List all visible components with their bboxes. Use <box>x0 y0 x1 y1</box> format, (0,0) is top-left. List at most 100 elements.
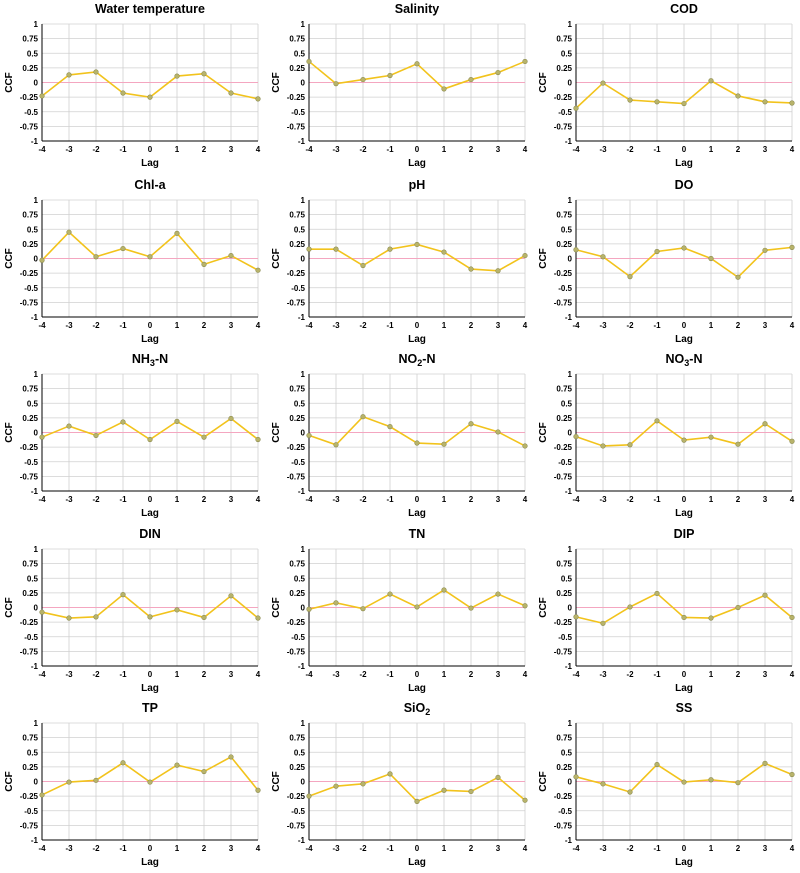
data-point <box>654 590 660 597</box>
data-point <box>93 614 99 620</box>
ccf-chart: NO3-N10.750.50.250-0.25-0.5-0.75-1-4 -3 -2… <box>538 352 795 519</box>
y-tick-label: 0.25 <box>289 414 305 423</box>
x-tick-label: -3 <box>65 844 73 853</box>
y-tick-label: 0.5 <box>294 748 306 757</box>
data-point <box>573 433 579 440</box>
ccf-panel: Water temperature 1 0.75 0.5 0.25 0 -0.25 -0.5 -… <box>0 0 266 174</box>
data-point <box>681 614 687 621</box>
data-point <box>600 620 606 626</box>
y-tick-label: 0 <box>568 604 573 613</box>
y-tick-label: 0.75 <box>22 35 38 44</box>
x-tick-label: 2 <box>469 670 474 679</box>
data-point <box>414 440 420 446</box>
data-point <box>522 443 528 449</box>
y-axis-label: CCF <box>538 248 549 269</box>
ccf-panel: SS 1 0.75 0.5 0.25 0 -0.25 -0.5 -0.75 -1 -4 -3 -2 -1 0… <box>534 699 800 873</box>
x-tick-label: 3 <box>496 670 501 679</box>
x-tick-label: 0 <box>415 145 420 154</box>
data-point <box>39 792 45 798</box>
y-tick-label: 0 <box>568 778 573 787</box>
data-point <box>414 61 420 67</box>
data-point <box>681 779 687 785</box>
chart-title: Salinity <box>395 2 440 16</box>
y-tick-label: -0.5 <box>24 633 38 642</box>
x-tick-label: 4 <box>256 844 261 853</box>
y-tick-label: -1 <box>31 487 39 496</box>
y-tick-label: -0.75 <box>554 298 573 307</box>
y-tick-label: 1 <box>301 20 306 29</box>
y-tick-label: 0.5 <box>561 399 573 408</box>
y-tick-label: 0 <box>34 778 39 787</box>
y-tick-label: -0.5 <box>24 458 38 467</box>
y-tick-label: -1 <box>565 137 573 146</box>
y-axis-label: CCF <box>4 771 15 792</box>
data-point <box>306 432 312 439</box>
y-tick-label: -0.5 <box>24 108 38 117</box>
data-point <box>201 434 207 440</box>
ccf-panel: NH3-N 1 0.75 0.5 0.25 0 -0.25 -0.5 -0.75 -1 -4 -3 -2… <box>0 350 266 524</box>
data-point <box>789 244 795 250</box>
x-tick-label: -1 <box>119 844 127 853</box>
y-tick-label: 0 <box>34 429 39 438</box>
data-point <box>66 615 72 621</box>
x-tick-label: -2 <box>626 495 634 504</box>
y-tick-label: -0.5 <box>558 108 572 117</box>
x-tick-label: -1 <box>386 145 394 154</box>
y-tick-label: -0.5 <box>291 284 305 293</box>
y-tick-label: -0.5 <box>558 458 572 467</box>
y-tick-label: -0.25 <box>287 443 306 452</box>
data-point <box>66 779 72 785</box>
x-tick-label: 0 <box>682 321 687 330</box>
y-axis-label: CCF <box>538 771 549 792</box>
y-tick-label: 0.5 <box>561 225 573 234</box>
y-tick-label: -0.75 <box>554 647 573 656</box>
x-tick-label: -1 <box>119 145 127 154</box>
y-tick-label: -0.5 <box>558 807 572 816</box>
y-axis-label: CCF <box>271 597 282 618</box>
data-point <box>441 587 447 593</box>
data-point <box>681 437 687 443</box>
data-point <box>120 90 126 96</box>
x-tick-label: 2 <box>469 321 474 330</box>
data-point <box>414 241 420 248</box>
x-tick-label: -2 <box>92 844 100 853</box>
y-tick-label: -1 <box>298 313 306 322</box>
y-tick-label: -0.75 <box>20 298 39 307</box>
ccf-panel: Salinity 1 0.75 0.5 0.25 0 -0.25 -0.5 -0.75 -1 -4-… <box>267 0 533 174</box>
y-tick-label: -0.75 <box>287 821 306 830</box>
data-point <box>627 789 633 795</box>
x-tick-label: 2 <box>469 145 474 154</box>
data-point <box>228 90 234 96</box>
data-point <box>573 105 579 111</box>
y-tick-label: -0.25 <box>554 269 573 278</box>
y-tick-label: 0 <box>34 604 39 613</box>
data-point <box>600 781 606 787</box>
ccf-panel: SiO2 1 0.75 0.5 0.25 0 -0.25 -0.5 -0.75 -1 -4 -3 -2-… <box>267 699 533 873</box>
data-point <box>495 268 501 274</box>
x-tick-label: -2 <box>359 670 367 679</box>
y-tick-label: -0.75 <box>287 122 306 131</box>
y-tick-label: 1 <box>301 370 306 379</box>
y-tick-label: 1 <box>301 719 306 728</box>
y-tick-label: 0.75 <box>22 211 38 220</box>
data-point <box>360 781 366 787</box>
data-point <box>627 274 633 280</box>
x-tick-label: -3 <box>332 495 340 504</box>
x-tick-label: 4 <box>256 670 261 679</box>
data-point <box>255 436 261 443</box>
y-tick-label: -1 <box>298 836 306 845</box>
data-point <box>708 78 714 84</box>
y-tick-label: 0.75 <box>289 211 305 220</box>
data-point <box>228 252 234 259</box>
data-point <box>66 423 72 429</box>
x-tick-label: 2 <box>469 495 474 504</box>
y-tick-label: 0.75 <box>556 385 572 394</box>
y-tick-label: 0.25 <box>22 240 38 249</box>
y-tick-label: 0.5 <box>27 399 39 408</box>
chart-title: TN <box>409 527 426 541</box>
data-point <box>414 604 420 610</box>
